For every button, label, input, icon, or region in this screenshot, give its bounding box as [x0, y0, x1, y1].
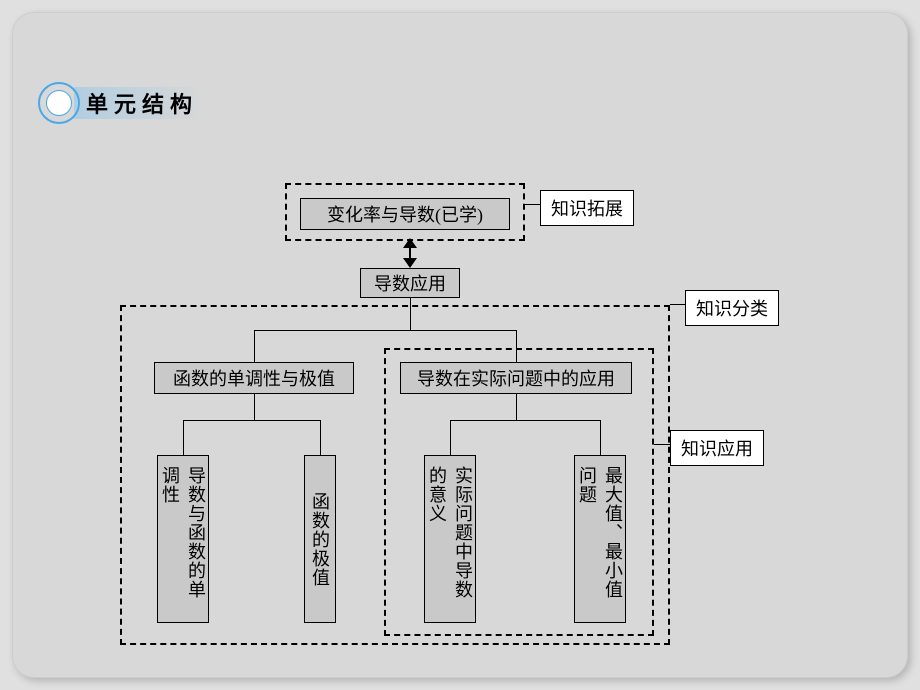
connector	[254, 330, 255, 362]
connector	[654, 444, 670, 445]
connector	[183, 420, 320, 421]
label-apply: 知识应用	[670, 430, 764, 466]
connector	[254, 394, 255, 420]
page-root: 单元结构 变化率与导数(已学) 导数应用 函数的单调性与极值 导数在实际问题中的…	[0, 0, 920, 690]
label-class: 知识分类	[685, 290, 779, 326]
header: 单元结构	[38, 82, 206, 124]
connector	[183, 420, 184, 455]
connector	[600, 420, 601, 455]
node-r1: 实际问题中导数的意义	[424, 455, 476, 623]
node-left: 函数的单调性与极值	[154, 362, 354, 394]
connector	[410, 298, 411, 330]
node-l2: 函数的极值	[304, 455, 336, 623]
node-root: 变化率与导数(已学)	[300, 198, 510, 230]
node-app: 导数应用	[360, 268, 460, 298]
node-l1: 导数与函数的单调性	[157, 455, 209, 623]
connector	[450, 420, 451, 455]
connector	[450, 420, 600, 421]
header-title: 单元结构	[74, 87, 206, 119]
connector	[516, 330, 517, 362]
label-root: 知识拓展	[540, 190, 634, 226]
connector	[670, 304, 686, 305]
node-right: 导数在实际问题中的应用	[400, 362, 632, 394]
connector	[516, 394, 517, 420]
node-r2: 最大值、最小值问题	[574, 455, 626, 623]
clock-icon	[38, 82, 80, 124]
connector	[254, 330, 516, 331]
connector	[525, 204, 541, 205]
connector	[320, 420, 321, 455]
connector-double-arrow	[403, 238, 417, 268]
